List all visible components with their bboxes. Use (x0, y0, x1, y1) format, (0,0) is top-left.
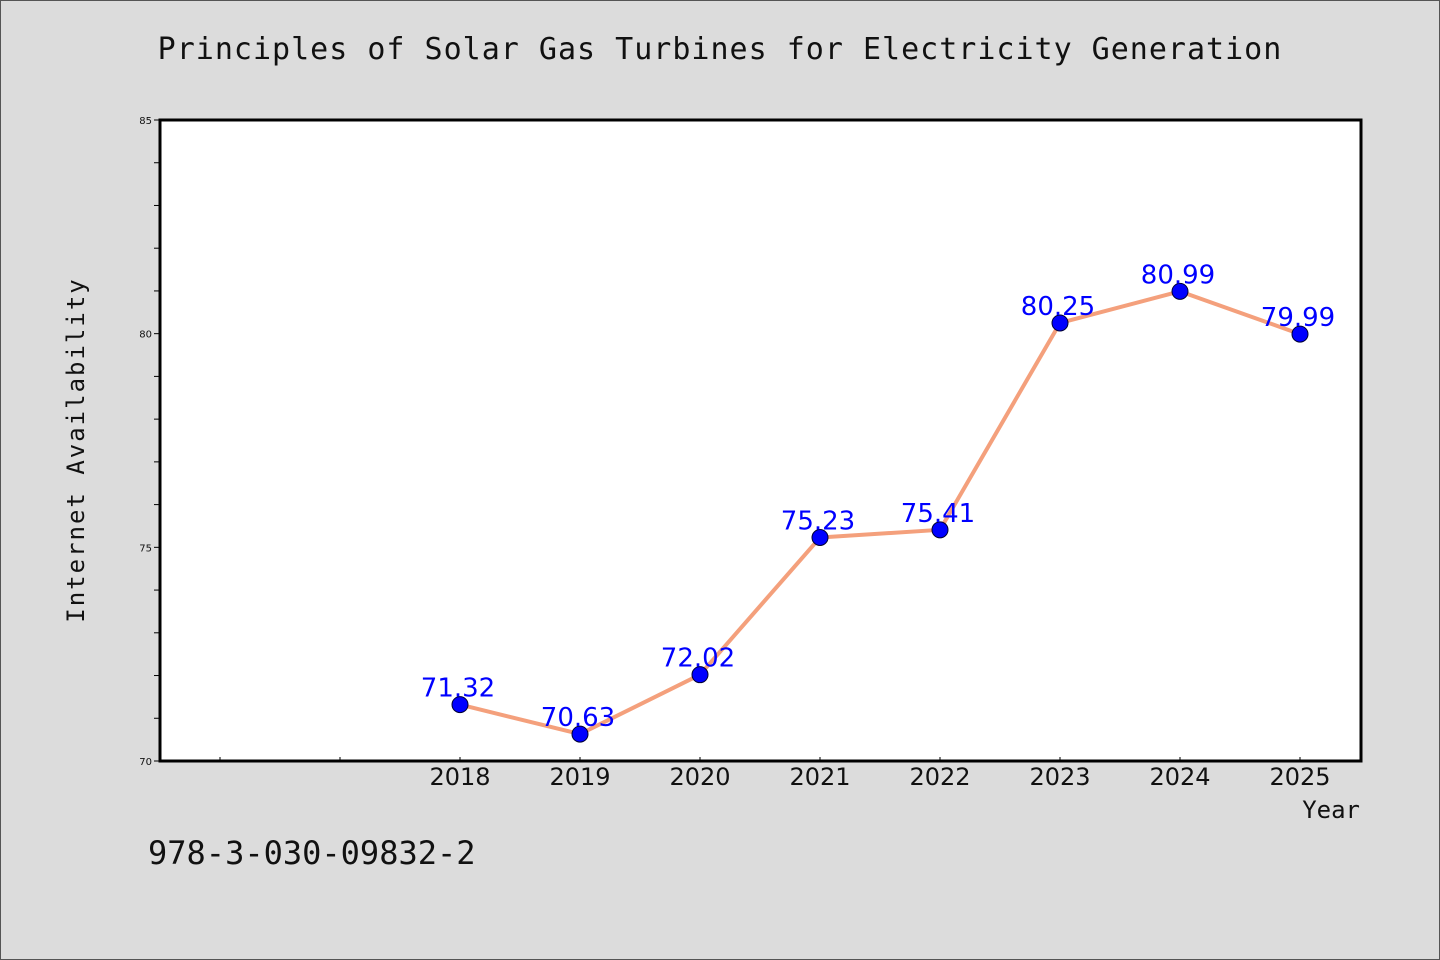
x-tick-label: 2025 (1269, 763, 1330, 791)
data-point (571, 725, 589, 743)
x-tick-label: 2018 (429, 763, 490, 791)
data-point (811, 529, 829, 547)
data-point (451, 696, 469, 714)
isbn-text: 978-3-030-09832-2 (148, 834, 476, 872)
data-point (931, 521, 949, 539)
data-point (1171, 282, 1189, 300)
data-label: 80.25 (1021, 292, 1095, 322)
data-label: 70.63 (541, 703, 615, 733)
data-point (1291, 325, 1309, 343)
x-tick-label: 2021 (789, 763, 850, 791)
x-tick-label: 2019 (549, 763, 610, 791)
y-tick-label: 85 (139, 116, 152, 127)
x-tick-label: 2022 (909, 763, 970, 791)
y-tick-label: 80 (139, 330, 152, 341)
plot-area (158, 118, 1363, 763)
y-tick-label: 70 (139, 757, 152, 768)
data-label: 80.99 (1141, 260, 1215, 290)
x-tick-label: 2023 (1029, 763, 1090, 791)
x-axis-label: Year (1302, 796, 1360, 824)
data-label: 71.32 (421, 674, 495, 704)
data-point (691, 666, 709, 684)
y-tick-label: 75 (139, 543, 152, 554)
data-label: 75.41 (901, 499, 975, 529)
series-line (459, 289, 1301, 737)
data-label: 79.99 (1261, 303, 1335, 333)
data-label: 72.02 (661, 644, 735, 674)
x-tick-label: 2024 (1149, 763, 1210, 791)
data-point (1051, 314, 1069, 332)
chart-title: Principles of Solar Gas Turbines for Ele… (157, 32, 1283, 67)
x-tick-label: 2020 (669, 763, 730, 791)
data-label: 75.23 (781, 507, 855, 537)
